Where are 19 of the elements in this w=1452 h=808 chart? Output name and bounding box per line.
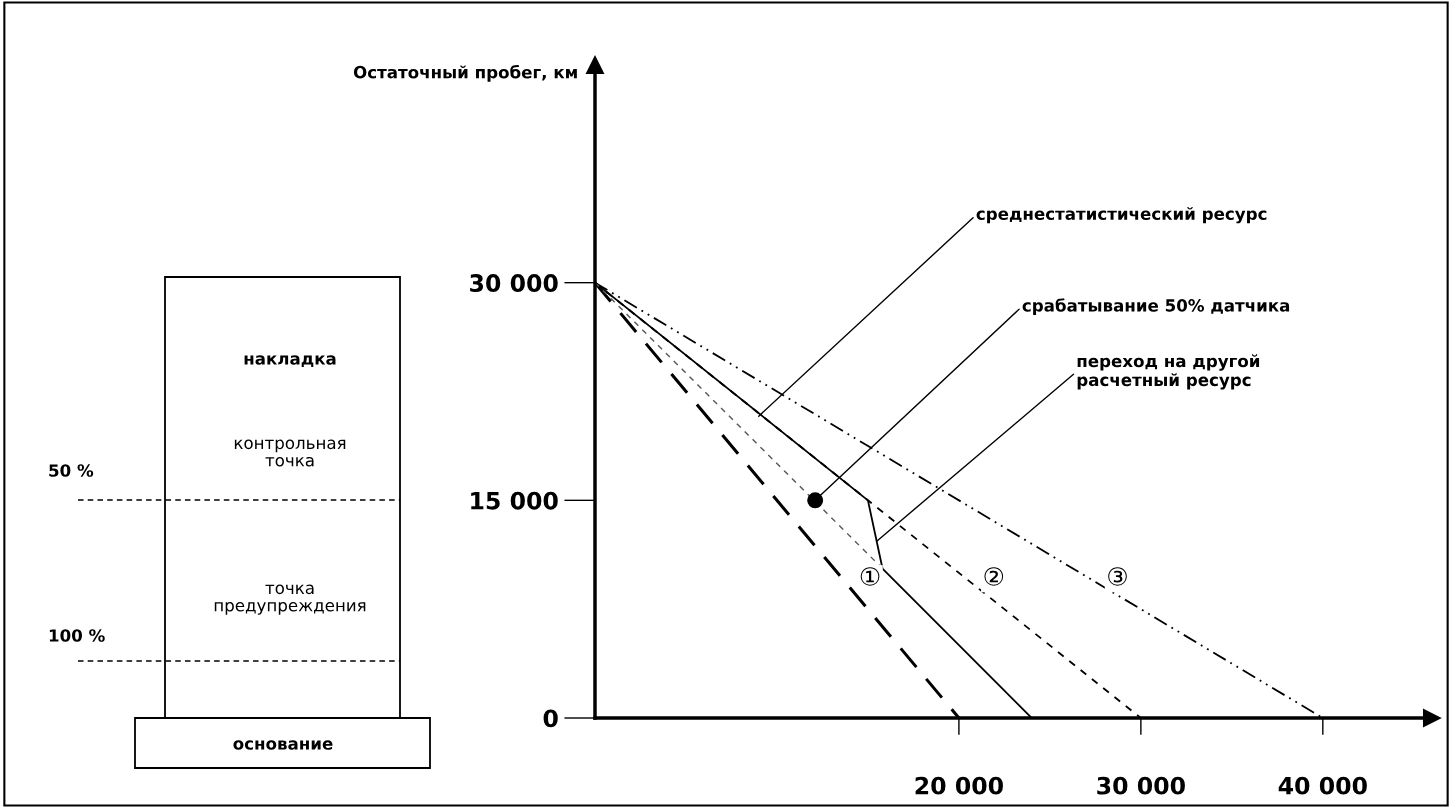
x-tick-label: 20 000	[915, 776, 1003, 795]
x-tick-label: 40 000	[1278, 776, 1367, 795]
text: основание	[233, 740, 333, 750]
annotation: срабатывание 50% датчика	[1022, 298, 1290, 315]
text: накладка	[244, 355, 336, 367]
y-axis-title: Остаточный пробег, км	[353, 65, 577, 82]
text: точка предупреждения	[214, 584, 366, 615]
y-tick-label: 0	[543, 709, 558, 728]
series-label: ②	[984, 567, 1004, 586]
text: 50 %	[49, 464, 94, 477]
y-tick-label: 30 000	[470, 274, 558, 292]
y-tick-label: 15 000	[471, 491, 558, 510]
x-tick-label: 30 000	[1097, 776, 1185, 795]
text: 100 %	[49, 629, 105, 642]
series-label: ③	[1108, 567, 1127, 586]
text: контрольная точка	[234, 439, 346, 467]
annotation: переход на другой расчетный ресурс	[1077, 354, 1260, 390]
series-label: ①	[860, 567, 880, 586]
annotation: среднестатистический ресурс	[976, 207, 1267, 224]
